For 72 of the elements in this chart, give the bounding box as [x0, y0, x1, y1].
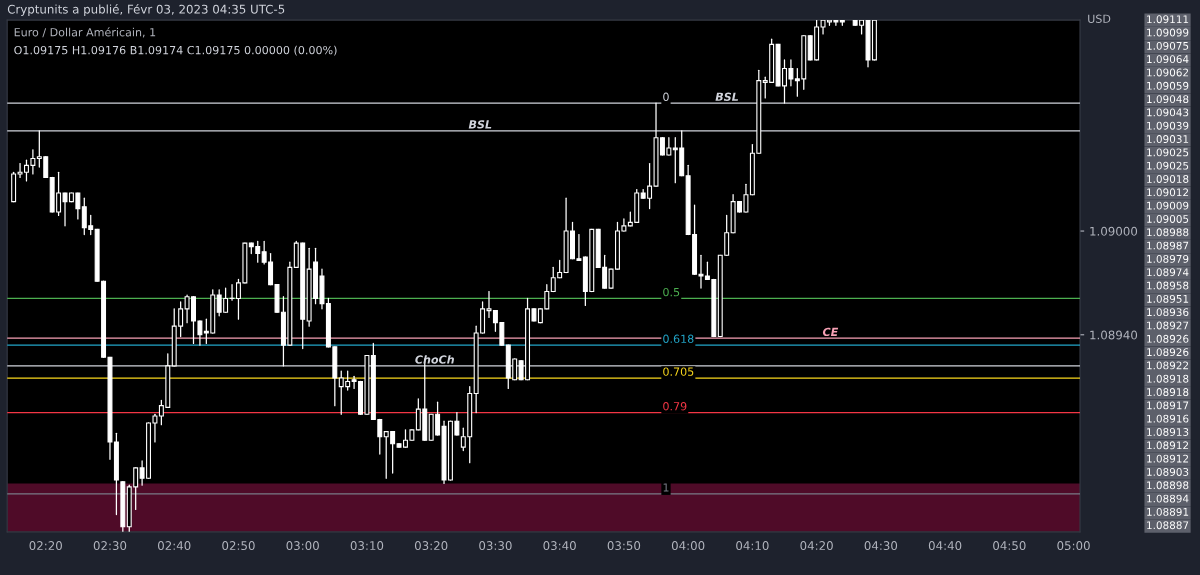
text: 1.08951 [1147, 294, 1189, 303]
text: 1.09043 [1147, 108, 1189, 117]
annotation: 0.618 [663, 334, 694, 343]
x-tick-label: 04:50 [993, 541, 1026, 551]
annotation: 0 [663, 92, 669, 101]
text: 1.09111 [1147, 15, 1189, 24]
y-tick-label: 1.08940 [1090, 330, 1138, 340]
text: 1.09075 [1147, 41, 1189, 50]
text: 1.09031 [1147, 135, 1189, 143]
text: 1.08926 [1147, 348, 1189, 357]
x-tick-label: 02:20 [29, 541, 62, 551]
text: 1.09005 [1147, 215, 1189, 223]
text: 1.09018 [1147, 175, 1189, 183]
text: 1.08926 [1147, 334, 1189, 343]
x-tick-label: 03:20 [414, 541, 448, 551]
annotation: 1 [663, 483, 669, 492]
text: 1.08916 [1147, 414, 1189, 423]
x-tick-label: 03:30 [479, 541, 512, 551]
ref-line-label: BSL [468, 120, 492, 129]
text: 1.08958 [1147, 281, 1189, 290]
y-tick-label: 1.09000 [1090, 226, 1138, 236]
annotation: 0.705 [663, 367, 694, 376]
text: 1.09025 [1147, 161, 1189, 170]
text: 1.08918 [1147, 388, 1189, 396]
text: 1.08979 [1147, 254, 1189, 263]
x-tick-label: 05:00 [1057, 541, 1090, 551]
x-tick-label: 02:30 [93, 541, 127, 551]
text: 1.09025 [1147, 148, 1189, 157]
x-tick-label: 04:20 [800, 541, 833, 551]
x-tick-label: 02:50 [222, 541, 255, 551]
text: 1.09064 [1147, 55, 1189, 64]
text: 1.09048 [1147, 95, 1189, 104]
ref-line-label: BSL [715, 92, 739, 101]
x-tick-label: 03:00 [286, 541, 319, 551]
text: 1.08936 [1147, 308, 1189, 317]
text: O1.09175 H1.09176 B1.09174 C1.09175 0.00000 (0.00%) [14, 45, 337, 56]
text: 1.08912 [1147, 441, 1189, 450]
text: 1.09062 [1147, 68, 1189, 77]
text: 1.08917 [1147, 401, 1189, 410]
text: 1.08922 [1147, 361, 1189, 370]
x-tick-label: 04:10 [736, 541, 769, 551]
text: 1.08927 [1147, 321, 1189, 330]
x-tick-label: 02:40 [157, 541, 191, 551]
annotation: 0.5 [663, 287, 680, 297]
y-axis-title: USD [1088, 14, 1111, 23]
text: 1.09009 [1147, 201, 1189, 210]
text: 1.08891 [1147, 507, 1189, 516]
x-tick-label: 03:50 [607, 541, 641, 551]
text: 1.08988 [1147, 228, 1189, 237]
x-tick-label: 04:40 [928, 541, 962, 551]
text: 1.08903 [1147, 468, 1189, 476]
x-tick-label: 04:00 [671, 541, 705, 551]
text: 1.08898 [1147, 481, 1189, 490]
text: 1.09099 [1147, 28, 1189, 37]
text: 1.09059 [1147, 81, 1189, 90]
x-tick-label: 04:30 [864, 541, 898, 551]
text: 1.09012 [1147, 188, 1189, 197]
text: 1.08918 [1147, 374, 1189, 383]
text: 1.08913 [1147, 428, 1189, 436]
text: 1.08987 [1147, 241, 1189, 250]
ref-line-label: ChoCh [415, 355, 454, 364]
ref-line-label: CE [822, 327, 839, 337]
annotation: 0.79 [663, 402, 687, 411]
x-tick-label: 03:40 [543, 541, 576, 551]
text: Cryptunits a publié, Févr 03, 2023 04:35 UTC-5 [7, 4, 285, 16]
text: 1.08887 [1147, 521, 1189, 530]
text: 1.08894 [1147, 494, 1189, 503]
text: 1.08912 [1147, 454, 1189, 463]
x-tick-label: 03:10 [350, 541, 384, 551]
text: 1.08974 [1147, 268, 1189, 277]
text: Euro / Dollar Américain, 1 [14, 27, 156, 38]
text: 1.09039 [1147, 121, 1189, 130]
